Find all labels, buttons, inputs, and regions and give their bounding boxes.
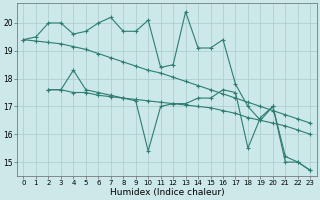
X-axis label: Humidex (Indice chaleur): Humidex (Indice chaleur): [109, 188, 224, 197]
